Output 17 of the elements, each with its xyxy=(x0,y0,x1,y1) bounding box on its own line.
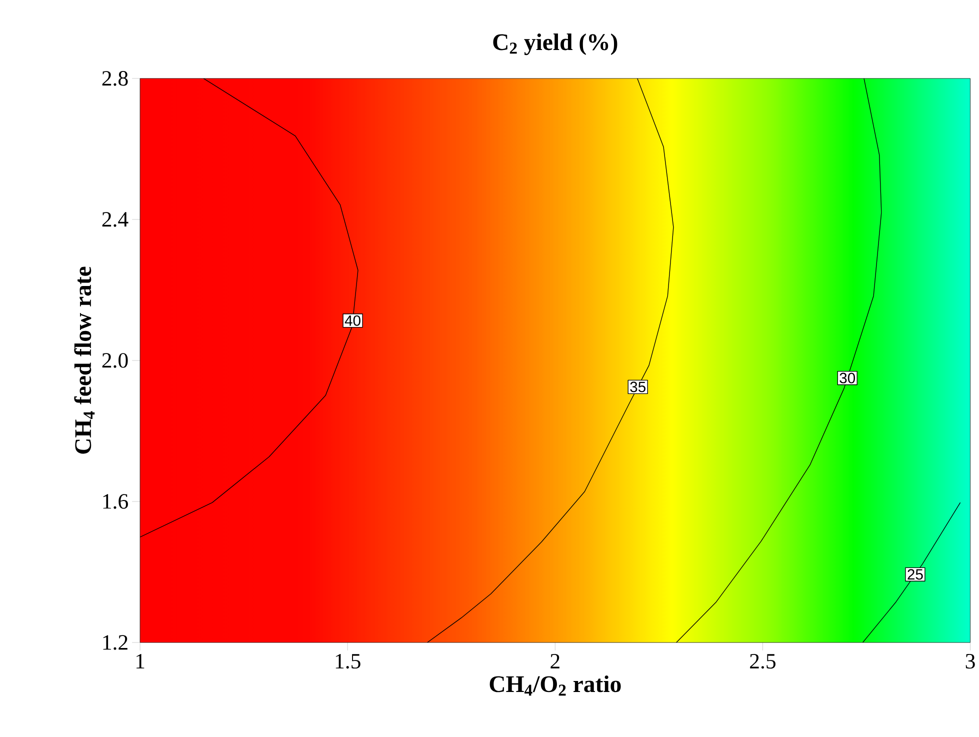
y-tick-label: 2.8 xyxy=(102,71,128,86)
y-axis-title: CH$_{4}$ feed flow rate xyxy=(74,266,95,454)
x-tick-label: 1 xyxy=(136,654,144,668)
chart-title: C$_{2}$ yield (%) xyxy=(493,34,618,56)
series-label: 35 xyxy=(630,382,646,392)
series-label: 25 xyxy=(908,569,923,580)
x-tick-label: 2 xyxy=(550,654,560,668)
x-axis-title: CH$_{4}$/O$_{2}$ ratio xyxy=(490,676,621,696)
x-tick-label: 3 xyxy=(966,654,975,669)
y-tick-label: 1.6 xyxy=(103,494,128,509)
series-label: 40 xyxy=(344,315,360,326)
series-label: 30 xyxy=(840,372,856,384)
y-tick-label: 2.0 xyxy=(102,353,128,368)
x-tick-label: 1.5 xyxy=(336,654,360,669)
x-tick-label: 2.5 xyxy=(750,654,776,669)
y-tick-label: 1.2 xyxy=(103,635,128,650)
y-tick-label: 2.4 xyxy=(102,212,128,227)
